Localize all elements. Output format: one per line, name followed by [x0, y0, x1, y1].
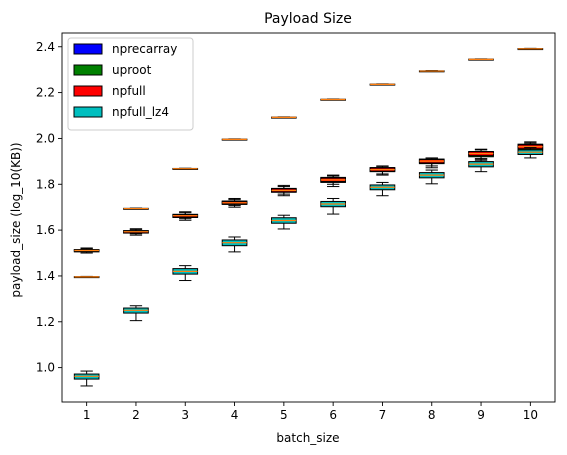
- legend-label-uproot: uproot: [112, 63, 152, 77]
- x-tick-label: 7: [379, 408, 387, 422]
- box-nprecarray-5: [271, 116, 297, 119]
- legend-swatch-npfull_lz4: [73, 106, 103, 118]
- box-npfull-1: [73, 248, 100, 253]
- y-tick-label: 1.8: [36, 177, 55, 191]
- x-tick-label: 2: [132, 408, 140, 422]
- plot-area: 1.0 1.2 1.4 1.6 1.8 2.0 2.2 2.4 1 2 3 4 5 6 7 8 9 10: [36, 32, 556, 422]
- box-npfull_lz4-3: [172, 265, 199, 282]
- box-npfull_lz4-8: [418, 169, 445, 185]
- y-tick-label: 1.0: [36, 361, 55, 375]
- y-tick-label: 2.2: [36, 86, 55, 100]
- legend-swatch-npfull: [73, 85, 103, 97]
- box-nprecarray-8: [418, 70, 445, 73]
- legend-swatch-uproot: [73, 64, 103, 76]
- x-axis-label: batch_size: [276, 431, 339, 445]
- box-nprecarray-4: [221, 138, 248, 141]
- box-nprecarray-3: [172, 167, 199, 170]
- y-tick-label: 1.6: [36, 223, 55, 237]
- y-tick-label: 2.0: [36, 131, 55, 145]
- legend: nprecarray uproot npfull npfull_lz4: [67, 37, 194, 131]
- y-tick-label: 2.4: [36, 40, 55, 54]
- x-tick-label: 8: [428, 408, 436, 422]
- legend-label-nprecarray: nprecarray: [112, 42, 177, 56]
- box-npfull_lz4-4: [221, 236, 248, 253]
- box-npfull_lz4-1: [73, 370, 100, 387]
- box-npfull_lz4-10: [517, 147, 544, 159]
- box-nprecarray-1: [73, 275, 100, 279]
- x-tick-label: 9: [477, 408, 485, 422]
- x-tick-label: 1: [83, 408, 91, 422]
- box-npfull_lz4-6: [320, 197, 346, 215]
- box-nprecarray-6: [320, 98, 346, 101]
- box-npfull_lz4-5: [271, 214, 297, 230]
- y-axis-label: payload_size (log_10(KB)): [9, 142, 23, 297]
- legend-label-npfull_lz4: npfull_lz4: [112, 105, 169, 119]
- box-npfull-10: [517, 142, 544, 153]
- x-tick-label: 3: [181, 408, 189, 422]
- box-npfull-7: [369, 165, 396, 175]
- x-tick-label: 6: [329, 408, 337, 422]
- box-nprecarray-9: [468, 58, 494, 61]
- box-npfull-3: [172, 212, 199, 220]
- box-nprecarray-10: [517, 47, 544, 51]
- box-npfull-2: [123, 228, 149, 235]
- chart-title: Payload Size: [264, 11, 352, 27]
- y-tick-label: 1.4: [36, 269, 55, 283]
- box-npfull_lz4-2: [123, 305, 149, 322]
- box-nprecarray-7: [369, 83, 396, 86]
- box-npfull_lz4-9: [468, 158, 494, 173]
- y-tick-label: 1.2: [36, 315, 55, 329]
- box-npfull-8: [418, 157, 445, 167]
- legend-swatch-nprecarray: [73, 43, 103, 55]
- x-tick-label: 5: [280, 408, 288, 422]
- x-tick-label: 4: [231, 408, 239, 422]
- x-tick-label: 10: [523, 408, 538, 422]
- box-npfull-6: [320, 175, 346, 185]
- box-npfull_lz4-7: [369, 181, 396, 197]
- box-npfull-4: [221, 199, 248, 207]
- legend-label-npfull: npfull: [112, 84, 146, 98]
- box-npfull-9: [468, 149, 494, 160]
- axes-frame: [61, 32, 556, 403]
- box-npfull-5: [271, 186, 297, 195]
- box-nprecarray-2: [123, 207, 149, 210]
